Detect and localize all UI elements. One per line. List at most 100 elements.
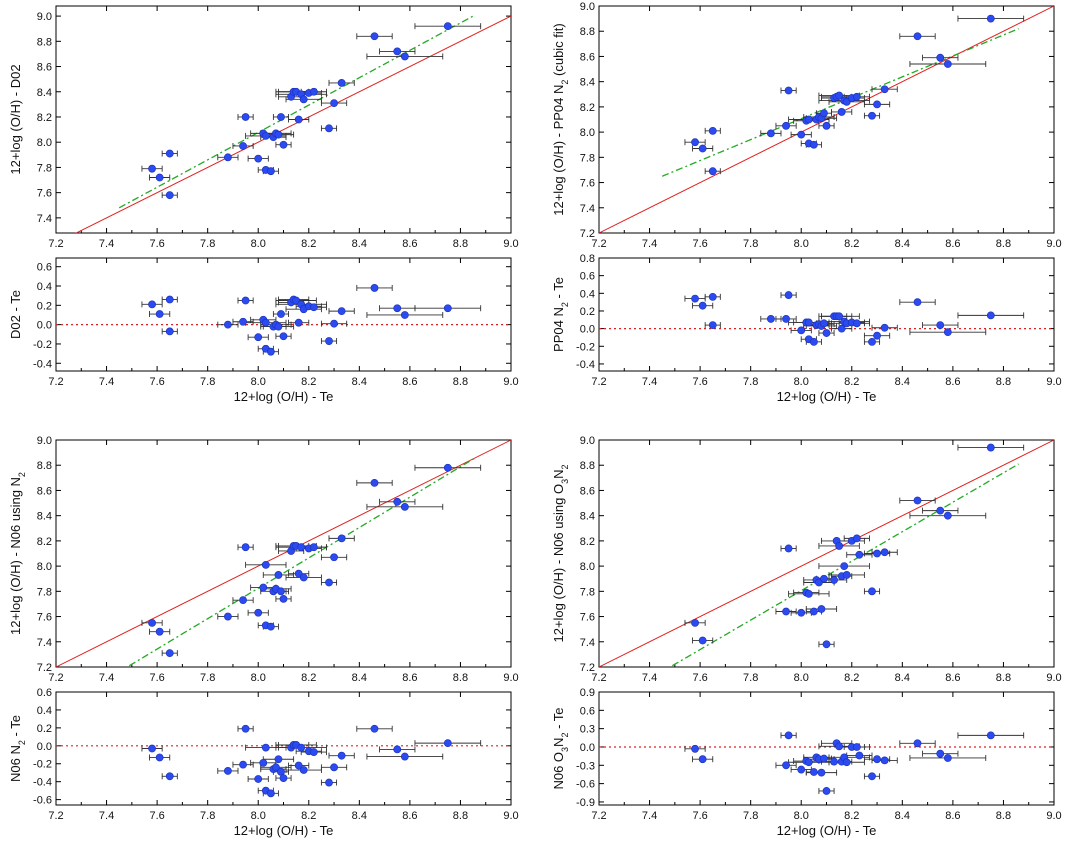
data-point <box>239 317 247 326</box>
data-point <box>842 571 851 579</box>
data-point <box>261 318 270 327</box>
data-point <box>241 724 250 733</box>
data-point <box>337 534 346 543</box>
panel-bl-resid-ylabel: N06 N2 - Te <box>8 715 27 782</box>
x-tick-label: 7.2 <box>591 238 606 250</box>
x-tick-label: 7.6 <box>692 810 707 822</box>
x-tick-label: 8.6 <box>402 672 417 684</box>
data-point <box>822 640 831 649</box>
panel-br-main: 7.2 7.4 7.6 7.8 8.0 8.2 8.4 8.6 8.8 9.0 7.2 7.4 7.6 7… <box>551 435 1062 684</box>
data-point <box>698 301 707 310</box>
data-point <box>842 758 851 767</box>
data-point <box>223 767 232 775</box>
panel-br-resid-ylabel-part: - Te <box>551 707 566 732</box>
x-tick-label: 8.0 <box>794 810 809 822</box>
panel-br-main-ylabel-part: 2 <box>560 464 570 469</box>
y-tick-label: 8.8 <box>580 460 595 472</box>
x-tick-label: 7.8 <box>743 672 758 684</box>
data-point <box>708 167 717 176</box>
panel-bl-main: 7.2 7.4 7.6 7.8 8.0 8.2 8.4 8.6 8.8 9.0 7.2 7.4 7.6 7… <box>8 435 519 684</box>
data-point <box>330 553 338 562</box>
panel-br-resid-ylabel-part: N06 O <box>551 752 566 790</box>
panel-tl-main: 7.2 7.4 7.6 7.8 8.0 8.2 8.4 8.6 8.8 9.0 7.4 7.6 7.8 8… <box>8 5 519 250</box>
data-point <box>165 772 174 781</box>
data-point <box>294 115 303 124</box>
data-point <box>708 126 717 135</box>
y-tick-label: 8.4 <box>37 87 52 99</box>
y-tick-label: 0.0 <box>37 741 52 753</box>
data-point <box>155 753 164 762</box>
y-tick-label: 8.4 <box>37 511 52 523</box>
x-tick-label: 8.8 <box>453 672 468 684</box>
y-tick-label: 8.8 <box>37 36 52 48</box>
data-point <box>797 130 806 139</box>
panel-tr-main: 7.2 7.4 7.6 7.8 8.0 8.2 8.4 8.6 8.8 9.0 7.2 7.4 7.6 7… <box>551 1 1062 250</box>
panel-tr-resid-plot-area <box>599 291 1054 346</box>
data-point <box>443 463 452 472</box>
data-point <box>820 574 828 583</box>
x-tick-label: 9.0 <box>503 238 518 250</box>
data-point <box>784 544 793 553</box>
y-tick-label: 7.6 <box>37 612 52 624</box>
data-point <box>277 113 285 121</box>
x-tick-label: 7.4 <box>99 672 114 684</box>
data-point <box>330 763 338 772</box>
panel-bl-resid-plot-area <box>56 724 511 798</box>
one-to-one-line <box>75 15 511 233</box>
x-tick-label: 7.4 <box>642 376 657 388</box>
fit-line <box>118 15 474 209</box>
data-point <box>840 562 849 571</box>
x-tick-label: 7.2 <box>48 672 63 684</box>
x-tick-label: 8.8 <box>453 376 468 388</box>
data-point <box>400 52 409 61</box>
data-point <box>223 612 232 621</box>
data-point <box>443 304 452 313</box>
data-point <box>266 789 275 798</box>
data-point <box>266 622 275 631</box>
panel-br-resid-ylabel-part: 3 <box>560 747 570 752</box>
y-tick-label: 8.0 <box>37 137 52 149</box>
panel-tl-resid-xlabel-part: 12+log (O/H) - Te <box>234 389 334 404</box>
data-point <box>766 129 775 138</box>
data-point <box>272 763 280 772</box>
y-tick-label: -0.4 <box>33 777 52 789</box>
x-tick-label: 8.4 <box>352 810 367 822</box>
y-tick-label: 0.4 <box>37 705 52 717</box>
data-point <box>309 303 318 312</box>
x-tick-label: 7.8 <box>200 672 215 684</box>
x-tick-label: 8.8 <box>996 238 1011 250</box>
data-point <box>266 167 275 176</box>
y-tick-label: 0.6 <box>37 262 52 274</box>
panel-tr-resid-ylabel-part: - Te <box>551 277 566 302</box>
data-point <box>309 87 318 96</box>
data-point <box>809 140 818 149</box>
panel-tl-resid: 7.2 7.4 7.6 7.8 8.0 8.2 8.4 8.6 8.8 9.0 -0.4 -0.2 0.… <box>8 257 519 404</box>
data-point <box>913 298 922 307</box>
data-point <box>274 322 283 331</box>
data-point <box>835 312 844 321</box>
y-tick-label: 0.0 <box>37 320 52 332</box>
data-point <box>986 731 995 740</box>
data-point <box>880 756 889 765</box>
fit-line <box>661 28 1019 177</box>
y-tick-label: 8.6 <box>580 51 595 63</box>
y-tick-label: 0.0 <box>580 742 595 754</box>
x-tick-label: 9.0 <box>1046 672 1061 684</box>
data-point <box>254 608 263 617</box>
data-point <box>936 749 945 758</box>
x-tick-label: 8.0 <box>251 810 266 822</box>
x-tick-label: 9.0 <box>1046 238 1061 250</box>
y-tick-label: 7.4 <box>580 203 595 215</box>
y-tick-label: 7.6 <box>37 188 52 200</box>
x-tick-label: 8.4 <box>352 376 367 388</box>
data-point <box>274 130 283 139</box>
y-tick-label: 9.0 <box>580 435 595 447</box>
x-tick-label: 7.6 <box>149 672 164 684</box>
panel-br-resid-ylabel-part: 2 <box>560 733 570 738</box>
data-point <box>784 731 793 740</box>
y-tick-label: 7.2 <box>580 228 595 240</box>
data-point <box>279 595 288 603</box>
x-tick-label: 8.4 <box>895 672 910 684</box>
data-point <box>797 765 806 774</box>
y-tick-label: 0.8 <box>580 253 595 265</box>
